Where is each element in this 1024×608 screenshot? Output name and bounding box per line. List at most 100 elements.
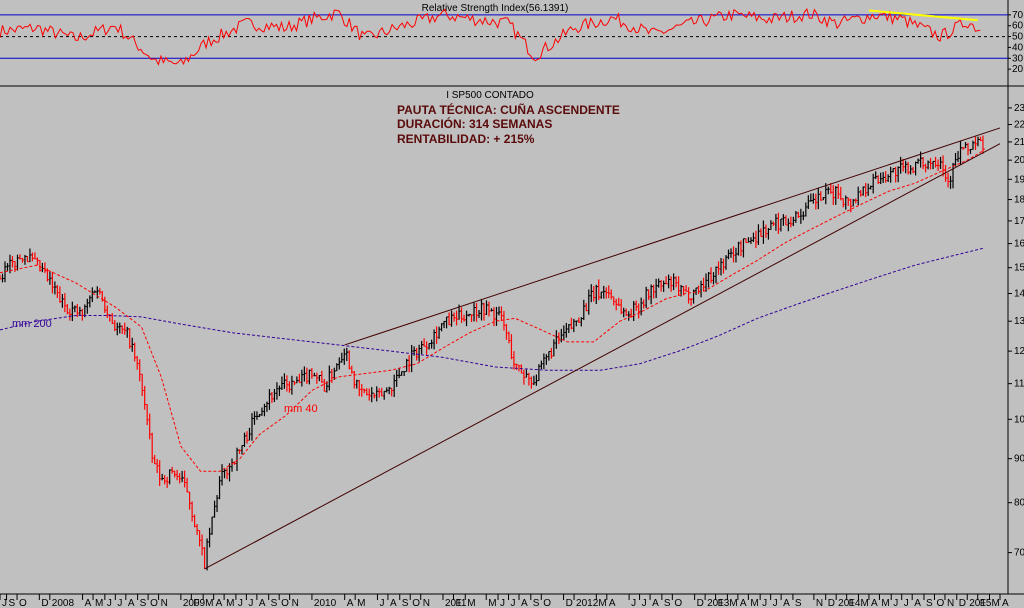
x-tick-label: M <box>357 598 365 608</box>
x-tick-label: J <box>107 598 112 608</box>
price-tick-label: 1100 <box>1014 379 1024 390</box>
x-tick-label: A <box>914 598 921 608</box>
x-tick-label: M <box>467 598 475 608</box>
price-tick-label: 2100 <box>1014 137 1024 148</box>
x-tick-label: D <box>697 598 704 608</box>
x-tick-label: A <box>609 598 616 608</box>
wedge-lower-line <box>204 143 1001 570</box>
x-tick-label: A <box>740 598 747 608</box>
x-tick-label: 2009 <box>183 598 206 608</box>
price-tick-label: 2200 <box>1014 120 1024 131</box>
price-tick-label: 800 <box>1014 498 1024 509</box>
price-layer: 700 800 900 1000 1100 1200 1300 1400 1500 1600 170… <box>0 103 1024 571</box>
x-tick-label: O <box>150 598 158 608</box>
x-tick-label: M <box>881 598 889 608</box>
x-tick-label: J <box>117 598 122 608</box>
x-tick-label: J <box>2 598 7 608</box>
x-tick-label: J <box>500 598 505 608</box>
x-tick-label: A <box>259 598 266 608</box>
x-tick-label: A <box>347 598 354 608</box>
x-tick-label: A <box>85 598 92 608</box>
x-tick-label: 2008 <box>52 598 75 608</box>
price-tick-label: 1600 <box>1014 239 1024 250</box>
x-tick-label: 2011 <box>445 598 467 608</box>
x-tick-label: S <box>795 598 802 608</box>
x-tick-label: N <box>161 598 168 608</box>
x-tick-label: M <box>488 598 496 608</box>
x-tick-label: A <box>783 598 790 608</box>
ma200-line <box>0 247 984 371</box>
ma40-line <box>0 150 984 472</box>
x-tick-label: 2014 <box>838 598 861 608</box>
x-tick-label: O <box>936 598 944 608</box>
x-tick-label: N <box>947 598 954 608</box>
duration-annotation: DURACIÓN: 314 SEMANAS <box>397 116 552 131</box>
x-tick-label: O <box>412 598 420 608</box>
rsi-tick-label: 20 <box>1012 64 1024 75</box>
x-tick-label: J <box>893 598 898 608</box>
x-tick-label: S <box>9 598 16 608</box>
rsi-tick-label: 40 <box>1012 42 1024 53</box>
x-tick-label: S <box>664 598 671 608</box>
x-tick-label: M <box>205 598 213 608</box>
x-tick-label: M <box>598 598 606 608</box>
x-tick-label: O <box>281 598 289 608</box>
x-tick-label: N <box>292 598 299 608</box>
x-tick-label: J <box>379 598 384 608</box>
x-tick-label: D <box>41 598 48 608</box>
x-tick-label: A <box>871 598 878 608</box>
price-panel <box>0 90 1008 594</box>
x-tick-label: F <box>455 598 461 608</box>
price-tick-label: 2300 <box>1014 103 1024 114</box>
x-tick-label: 2012 <box>576 598 599 608</box>
x-tick-label: A <box>521 598 528 608</box>
x-tick-label: J <box>762 598 767 608</box>
rsi-title: Relative Strength Index(56.1391) <box>422 3 569 14</box>
x-tick-label: A <box>652 598 659 608</box>
x-tick-label: M <box>226 598 234 608</box>
x-tick-label: A <box>390 598 397 608</box>
x-tick-label: S <box>140 598 147 608</box>
x-tick-label: O <box>674 598 682 608</box>
rsi-trendline <box>868 9 978 22</box>
price-tick-label: 1400 <box>1014 288 1024 299</box>
price-tick-label: 1000 <box>1014 414 1024 425</box>
price-tick-label: 2000 <box>1014 155 1024 166</box>
x-tick-label: S <box>271 598 278 608</box>
x-tick-label: J <box>248 598 253 608</box>
x-tick-label: D <box>959 598 966 608</box>
x-tick-label: O <box>543 598 551 608</box>
x-tick-label: M <box>729 598 737 608</box>
price-tick-label: 1900 <box>1014 174 1024 185</box>
x-tick-label: D <box>566 598 573 608</box>
x-tick-label: F <box>718 598 724 608</box>
x-tick-label: D <box>828 598 835 608</box>
x-tick-label: J <box>904 598 909 608</box>
x-tick-label: F <box>849 598 855 608</box>
x-tick-label: J <box>642 598 647 608</box>
x-tick-label: A <box>1002 598 1009 608</box>
x-tick-label: M <box>750 598 758 608</box>
pattern-annotation: PAUTA TÉCNICA: CUÑA ASCENDENTE <box>397 102 620 117</box>
rsi-panel <box>0 0 1008 84</box>
return-annotation: RENTABILIDAD: + 215% <box>397 132 535 146</box>
wedge-upper-line <box>344 127 1001 346</box>
x-tick-label: N <box>816 598 823 608</box>
rsi-line <box>0 7 981 66</box>
ma200-label: mm 200 <box>12 318 52 330</box>
price-tick-label: 1800 <box>1014 195 1024 206</box>
x-tick-label: S <box>533 598 540 608</box>
x-tick-label: N <box>423 598 430 608</box>
price-tick-label: 1700 <box>1014 216 1024 227</box>
ma40-label: mm 40 <box>284 403 318 415</box>
price-tick-label: 1300 <box>1014 316 1024 327</box>
x-tick-label: M <box>992 598 1000 608</box>
x-tick-label: F <box>193 598 199 608</box>
rsi-tick-label: 70 <box>1012 10 1024 21</box>
price-tick-label: 900 <box>1014 454 1024 465</box>
price-tick-label: 1200 <box>1014 346 1024 357</box>
